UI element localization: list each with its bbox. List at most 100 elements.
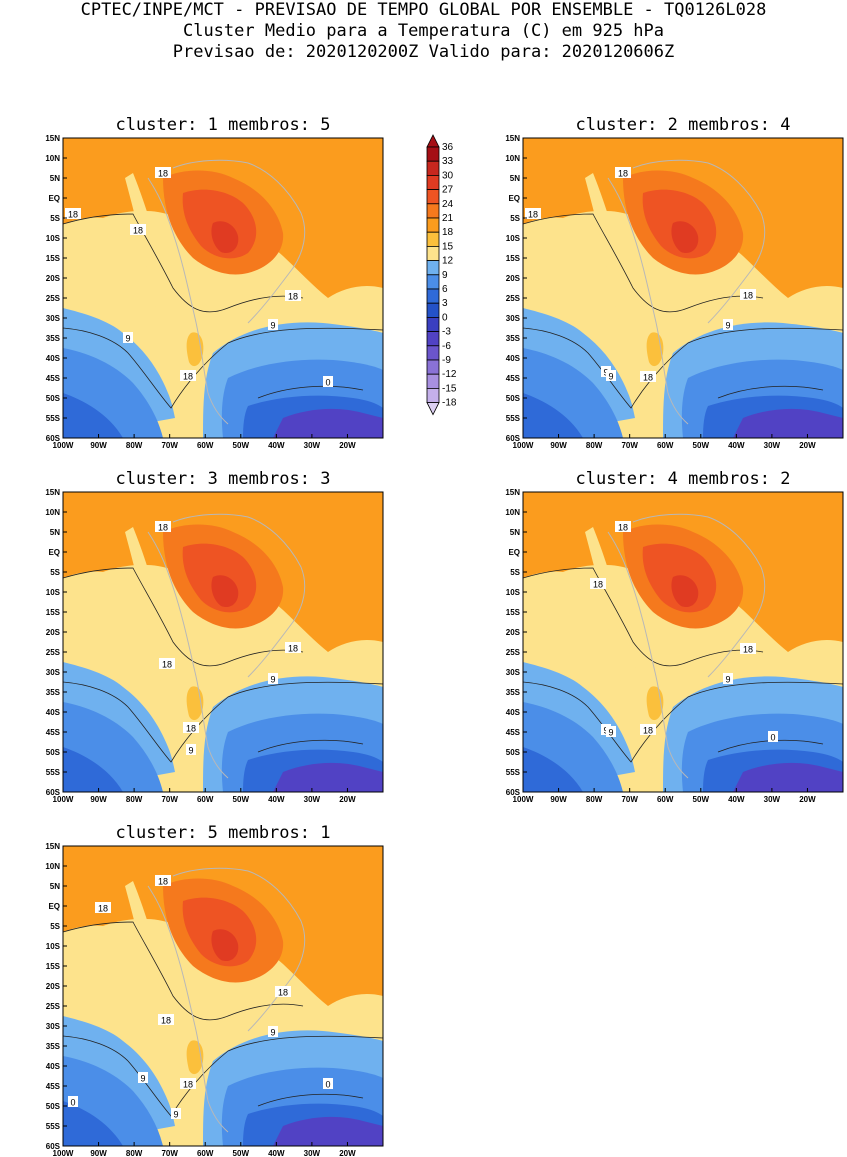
lat-label: 55S: [46, 768, 61, 777]
lat-label: 40S: [506, 354, 521, 363]
lon-label: 40W: [268, 441, 285, 450]
svg-text:9: 9: [125, 334, 130, 344]
lon-label: 20W: [339, 1149, 356, 1157]
contour-label: 18: [590, 578, 606, 590]
lat-label: 10N: [45, 154, 60, 163]
lat-label: 50S: [46, 748, 61, 757]
colorbar-label: 0: [442, 312, 448, 323]
lat-label: 30S: [506, 668, 521, 677]
panel-title: cluster: 3 membros: 3: [116, 469, 331, 489]
contour-label: 18: [740, 643, 756, 655]
map-frame: [62, 137, 384, 439]
map-frame: [62, 491, 384, 793]
lon-label: 100W: [53, 1149, 74, 1157]
contour-label: 18: [275, 986, 291, 998]
lat-label: 50S: [506, 748, 521, 757]
colorbar-swatch: [426, 387, 440, 403]
lat-label: 60S: [506, 434, 521, 443]
colorbar-top-arrow: [426, 134, 440, 148]
contour-label: 18: [155, 875, 171, 887]
lat-label: 10N: [505, 508, 520, 517]
contour-label: 18: [159, 658, 175, 670]
lat-label: 5S: [50, 568, 60, 577]
lat-label: 10N: [45, 508, 60, 517]
contour-label: 0: [323, 1078, 333, 1090]
colorbar-label: 12: [442, 256, 454, 267]
contour-label: 18: [155, 167, 171, 179]
map-panel-1: cluster: 1 membros: 5 18 18 18 18 9 9 18 0 15N 10N…: [45, 115, 384, 450]
colorbar-swatch: [426, 146, 440, 162]
panel-title: cluster: 1 membros: 5: [116, 115, 331, 135]
lat-label: 40S: [506, 708, 521, 717]
lon-label: 60W: [197, 1149, 214, 1157]
lat-label: 5S: [50, 214, 60, 223]
lat-label: 20S: [506, 628, 521, 637]
colorbar-swatch: [426, 189, 440, 205]
lat-label: 30S: [506, 314, 521, 323]
svg-text:18: 18: [158, 877, 168, 887]
lon-label: 100W: [513, 441, 534, 450]
map-panel-2: cluster: 2 membros: 41818189991815N10N5N…: [505, 115, 844, 450]
lat-label: 5N: [510, 174, 520, 183]
colorbar-label: 30: [442, 170, 454, 181]
lon-label: 30W: [304, 441, 321, 450]
lon-label: 20W: [799, 795, 816, 804]
svg-text:18: 18: [133, 226, 143, 236]
lat-label: 25S: [506, 648, 521, 657]
map-frame: [62, 845, 384, 1147]
lat-label: 25S: [506, 294, 521, 303]
lat-label: 20S: [46, 982, 61, 991]
lat-label: 20S: [46, 628, 61, 637]
contour-label: 9: [123, 332, 133, 344]
lat-label: 15N: [505, 134, 520, 143]
colorbar-label: -9: [442, 355, 451, 366]
colorbar-swatch: [426, 345, 440, 361]
map-field: 18 18 18 18 9 9 18 9 0 0: [62, 845, 384, 1147]
colorbar-label: 15: [442, 241, 454, 252]
lon-label: 40W: [268, 795, 285, 804]
contour-label: 9: [171, 1108, 181, 1120]
lat-label: EQ: [48, 902, 60, 911]
colorbar-swatch: [426, 288, 440, 304]
lat-label: 15N: [505, 488, 520, 497]
svg-text:18: 18: [593, 580, 603, 590]
lon-label: 80W: [586, 441, 603, 450]
lon-label: 70W: [161, 795, 178, 804]
colorbar-label: 21: [442, 213, 454, 224]
lat-label: 40S: [46, 708, 61, 717]
lon-label: 50W: [693, 441, 710, 450]
lat-label: 55S: [46, 1122, 61, 1131]
lat-label: 5S: [510, 214, 520, 223]
contour-label: 0: [323, 376, 333, 388]
lat-label: 30S: [46, 1022, 61, 1031]
lon-label: 70W: [161, 441, 178, 450]
colorbar-label: -18: [442, 398, 457, 409]
svg-text:9: 9: [140, 1074, 145, 1084]
lat-label: 40S: [46, 1062, 61, 1071]
colorbar-label: 18: [442, 227, 454, 238]
colorbar-label: 27: [442, 185, 454, 196]
lat-label: 45S: [46, 1082, 61, 1091]
lat-label: 35S: [46, 334, 61, 343]
lat-label: 15N: [45, 842, 60, 851]
svg-text:0: 0: [70, 1098, 75, 1108]
colorbar-swatch: [426, 160, 440, 176]
svg-text:9: 9: [270, 1028, 275, 1038]
header-line-1: CPTEC/INPE/MCT - PREVISAO DE TEMPO GLOBA…: [80, 0, 767, 20]
contour-label: 18: [180, 1078, 196, 1090]
map-field: 18181899918: [522, 137, 844, 439]
lat-label: 55S: [506, 768, 521, 777]
colorbar-label: 33: [442, 156, 454, 167]
svg-text:9: 9: [725, 675, 730, 685]
lat-label: 15S: [46, 254, 61, 263]
lon-label: 40W: [728, 795, 745, 804]
contour-label: 18: [525, 208, 541, 220]
contour-label: 9: [606, 726, 616, 738]
lat-label: 5N: [50, 174, 60, 183]
svg-text:0: 0: [325, 1080, 330, 1090]
lon-label: 80W: [126, 795, 143, 804]
svg-text:18: 18: [643, 373, 653, 383]
lat-label: 10S: [506, 234, 521, 243]
